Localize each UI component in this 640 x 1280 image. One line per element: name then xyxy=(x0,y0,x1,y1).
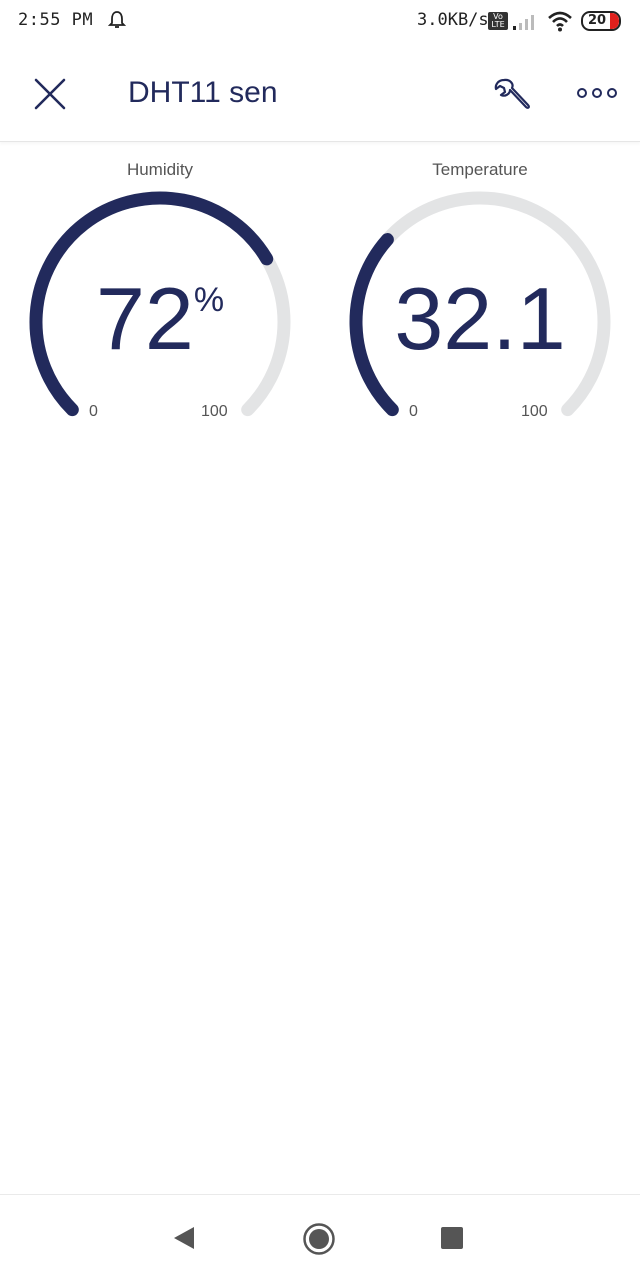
volte-top-label: Vo xyxy=(493,12,503,21)
humidity-gauge-fill xyxy=(29,191,274,417)
status-bar: 2:55 PM 3.0KB/s Vo LTE 20 xyxy=(0,0,640,44)
wrench-icon[interactable] xyxy=(490,74,534,118)
volte-bottom-label: LTE xyxy=(491,20,505,29)
humidity-value: 72 xyxy=(95,269,194,368)
temperature-value: 32.1 xyxy=(394,269,566,368)
temperature-max: 100 xyxy=(521,403,548,420)
battery-level: 20 xyxy=(588,13,607,28)
temperature-gauge-dial xyxy=(349,191,611,417)
network-speed: 3.0KB/s xyxy=(417,10,489,30)
humidity-gauge-dial xyxy=(29,191,291,417)
humidity-label: Humidity xyxy=(126,160,194,179)
status-time: 2:55 PM xyxy=(18,10,94,30)
wifi-icon xyxy=(548,11,572,32)
bell-icon xyxy=(108,11,126,28)
humidity-unit: % xyxy=(193,281,225,319)
back-triangle-icon[interactable] xyxy=(172,1225,196,1251)
battery-low-fill xyxy=(610,13,619,29)
app-bar: DHT11 sen xyxy=(0,44,640,142)
signal-icon xyxy=(513,15,534,30)
temperature-min: 0 xyxy=(409,403,418,420)
page-title: DHT11 sen xyxy=(128,76,278,109)
humidity-gauge: Humidity 72% 0 100 xyxy=(0,144,320,434)
temperature-label: Temperature xyxy=(432,160,528,179)
temperature-value-display: 32.1 xyxy=(320,274,640,364)
battery-indicator: 20 xyxy=(581,11,621,31)
humidity-max: 100 xyxy=(201,403,228,420)
more-dots-icon[interactable] xyxy=(574,76,620,110)
humidity-min: 0 xyxy=(89,403,98,420)
recents-square-icon[interactable] xyxy=(441,1227,463,1249)
temperature-gauge-fill xyxy=(349,233,399,417)
temperature-gauge: Temperature 32.1 0 100 xyxy=(320,144,640,434)
humidity-value-display: 72% xyxy=(0,274,320,364)
volte-icon: Vo LTE xyxy=(488,12,508,30)
close-icon[interactable] xyxy=(24,68,76,120)
home-circle-icon[interactable] xyxy=(302,1222,336,1256)
system-nav-bar xyxy=(0,1194,640,1280)
